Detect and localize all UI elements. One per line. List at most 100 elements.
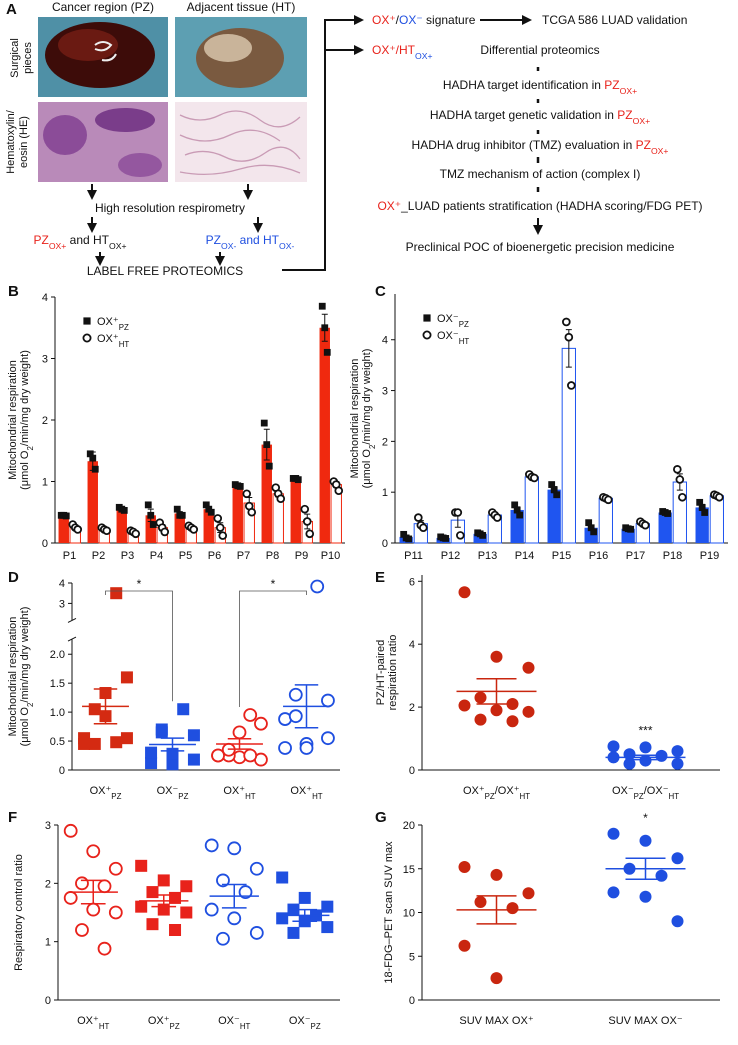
legend-label: OX⁺PZ [97,316,129,332]
point [321,693,335,708]
x-tick-label: P18 [663,550,683,562]
point [135,900,148,913]
point [180,880,193,893]
text-part: 2 [368,445,377,449]
point [678,492,687,502]
point [490,650,503,663]
error-bar [93,688,118,725]
text-part: OX⁺/HT [372,43,416,57]
point [145,757,158,770]
step-text: HADHA target identification in PZOX+ [443,78,637,96]
y-tick-label: 2.0 [50,649,65,661]
point [216,931,230,946]
point [63,891,78,905]
point [108,861,123,876]
text-part: / [396,13,400,27]
text-part: OX⁺ [463,785,485,797]
column-title: Adjacent tissue (HT) [187,0,296,14]
text-part: /OX⁻ [644,785,669,797]
text-part: HT [312,792,323,801]
point [213,514,223,523]
point [120,507,128,514]
point [243,748,258,763]
error-bar [476,895,517,925]
text-part: Respiratory control ratio [13,854,25,971]
text-part: PZ [33,233,48,247]
point [302,517,312,526]
row-title: Surgical [9,38,21,78]
point [456,531,465,540]
point [458,699,471,712]
point [91,465,99,473]
x-tick-label: P6 [208,550,221,562]
point [474,713,487,726]
point [232,725,247,740]
y-tick-label: 0 [382,538,388,550]
point [177,703,190,716]
y-tick-label: 1 [382,487,388,499]
y-tick-label: 0 [59,765,65,777]
bar [116,509,127,543]
legend-marker [82,333,92,343]
y-axis-label: respiration ratio [387,635,399,711]
x-tick-label: OX⁻PZ/OX⁻HT [612,785,679,801]
text-part: /OX⁺ [495,785,520,797]
point [88,703,101,716]
bar [174,513,185,543]
point [696,498,704,506]
y-axis-label: Respiratory control ratio [13,854,25,971]
x-tick-label: P19 [700,550,720,562]
bar [547,489,561,543]
point [86,844,101,859]
bar [598,497,613,544]
y-tick-label: 1 [42,477,48,489]
text-part: Mitochondrial respiration [7,617,19,737]
point [321,731,335,746]
x-tick-label: OX⁺PZ [90,785,122,801]
step-text: TMZ mechanism of action (complex I) [440,167,641,181]
y-tick-label: 3 [59,598,65,610]
point [701,509,709,516]
text-part: PZ [617,108,632,122]
error-bar [476,678,517,705]
point [548,481,556,488]
bar [695,507,709,543]
legend-marker [422,330,432,340]
point [88,737,101,750]
text-part: PZ [459,320,469,329]
text-part: OX+ [109,241,127,251]
point [75,923,89,937]
point [97,941,112,956]
point [89,454,97,462]
point [300,504,310,514]
text-part: OX⁻ [399,13,423,27]
point [664,510,672,517]
significance: *** [638,723,652,737]
point [146,918,159,931]
text-part: PZ [170,1022,180,1031]
point [458,939,471,952]
point [97,879,112,894]
row-title: eosin (HE) [18,116,30,168]
y-tick-label: 15 [403,864,415,876]
point [321,900,334,913]
point [419,523,428,533]
y-tick-label: 10 [403,908,415,920]
x-tick-label: OX⁺HT [77,1015,109,1031]
y-axis-label: (μmol O2/min/mg dry weight) [19,350,35,490]
error-bar [294,684,319,729]
text-part: OX- [279,241,294,251]
point [276,912,289,925]
point [120,732,133,745]
text-part: OX⁺ [377,199,401,213]
point [236,483,244,490]
group-label: PZOX- and HTOX- [206,233,295,251]
point [265,462,273,470]
x-tick-label: P3 [121,550,134,562]
point [323,348,331,356]
point [247,507,257,517]
point [157,874,170,887]
text-part: HT [459,337,470,346]
chart [54,823,340,1001]
text-part: (μmol O [19,707,31,747]
